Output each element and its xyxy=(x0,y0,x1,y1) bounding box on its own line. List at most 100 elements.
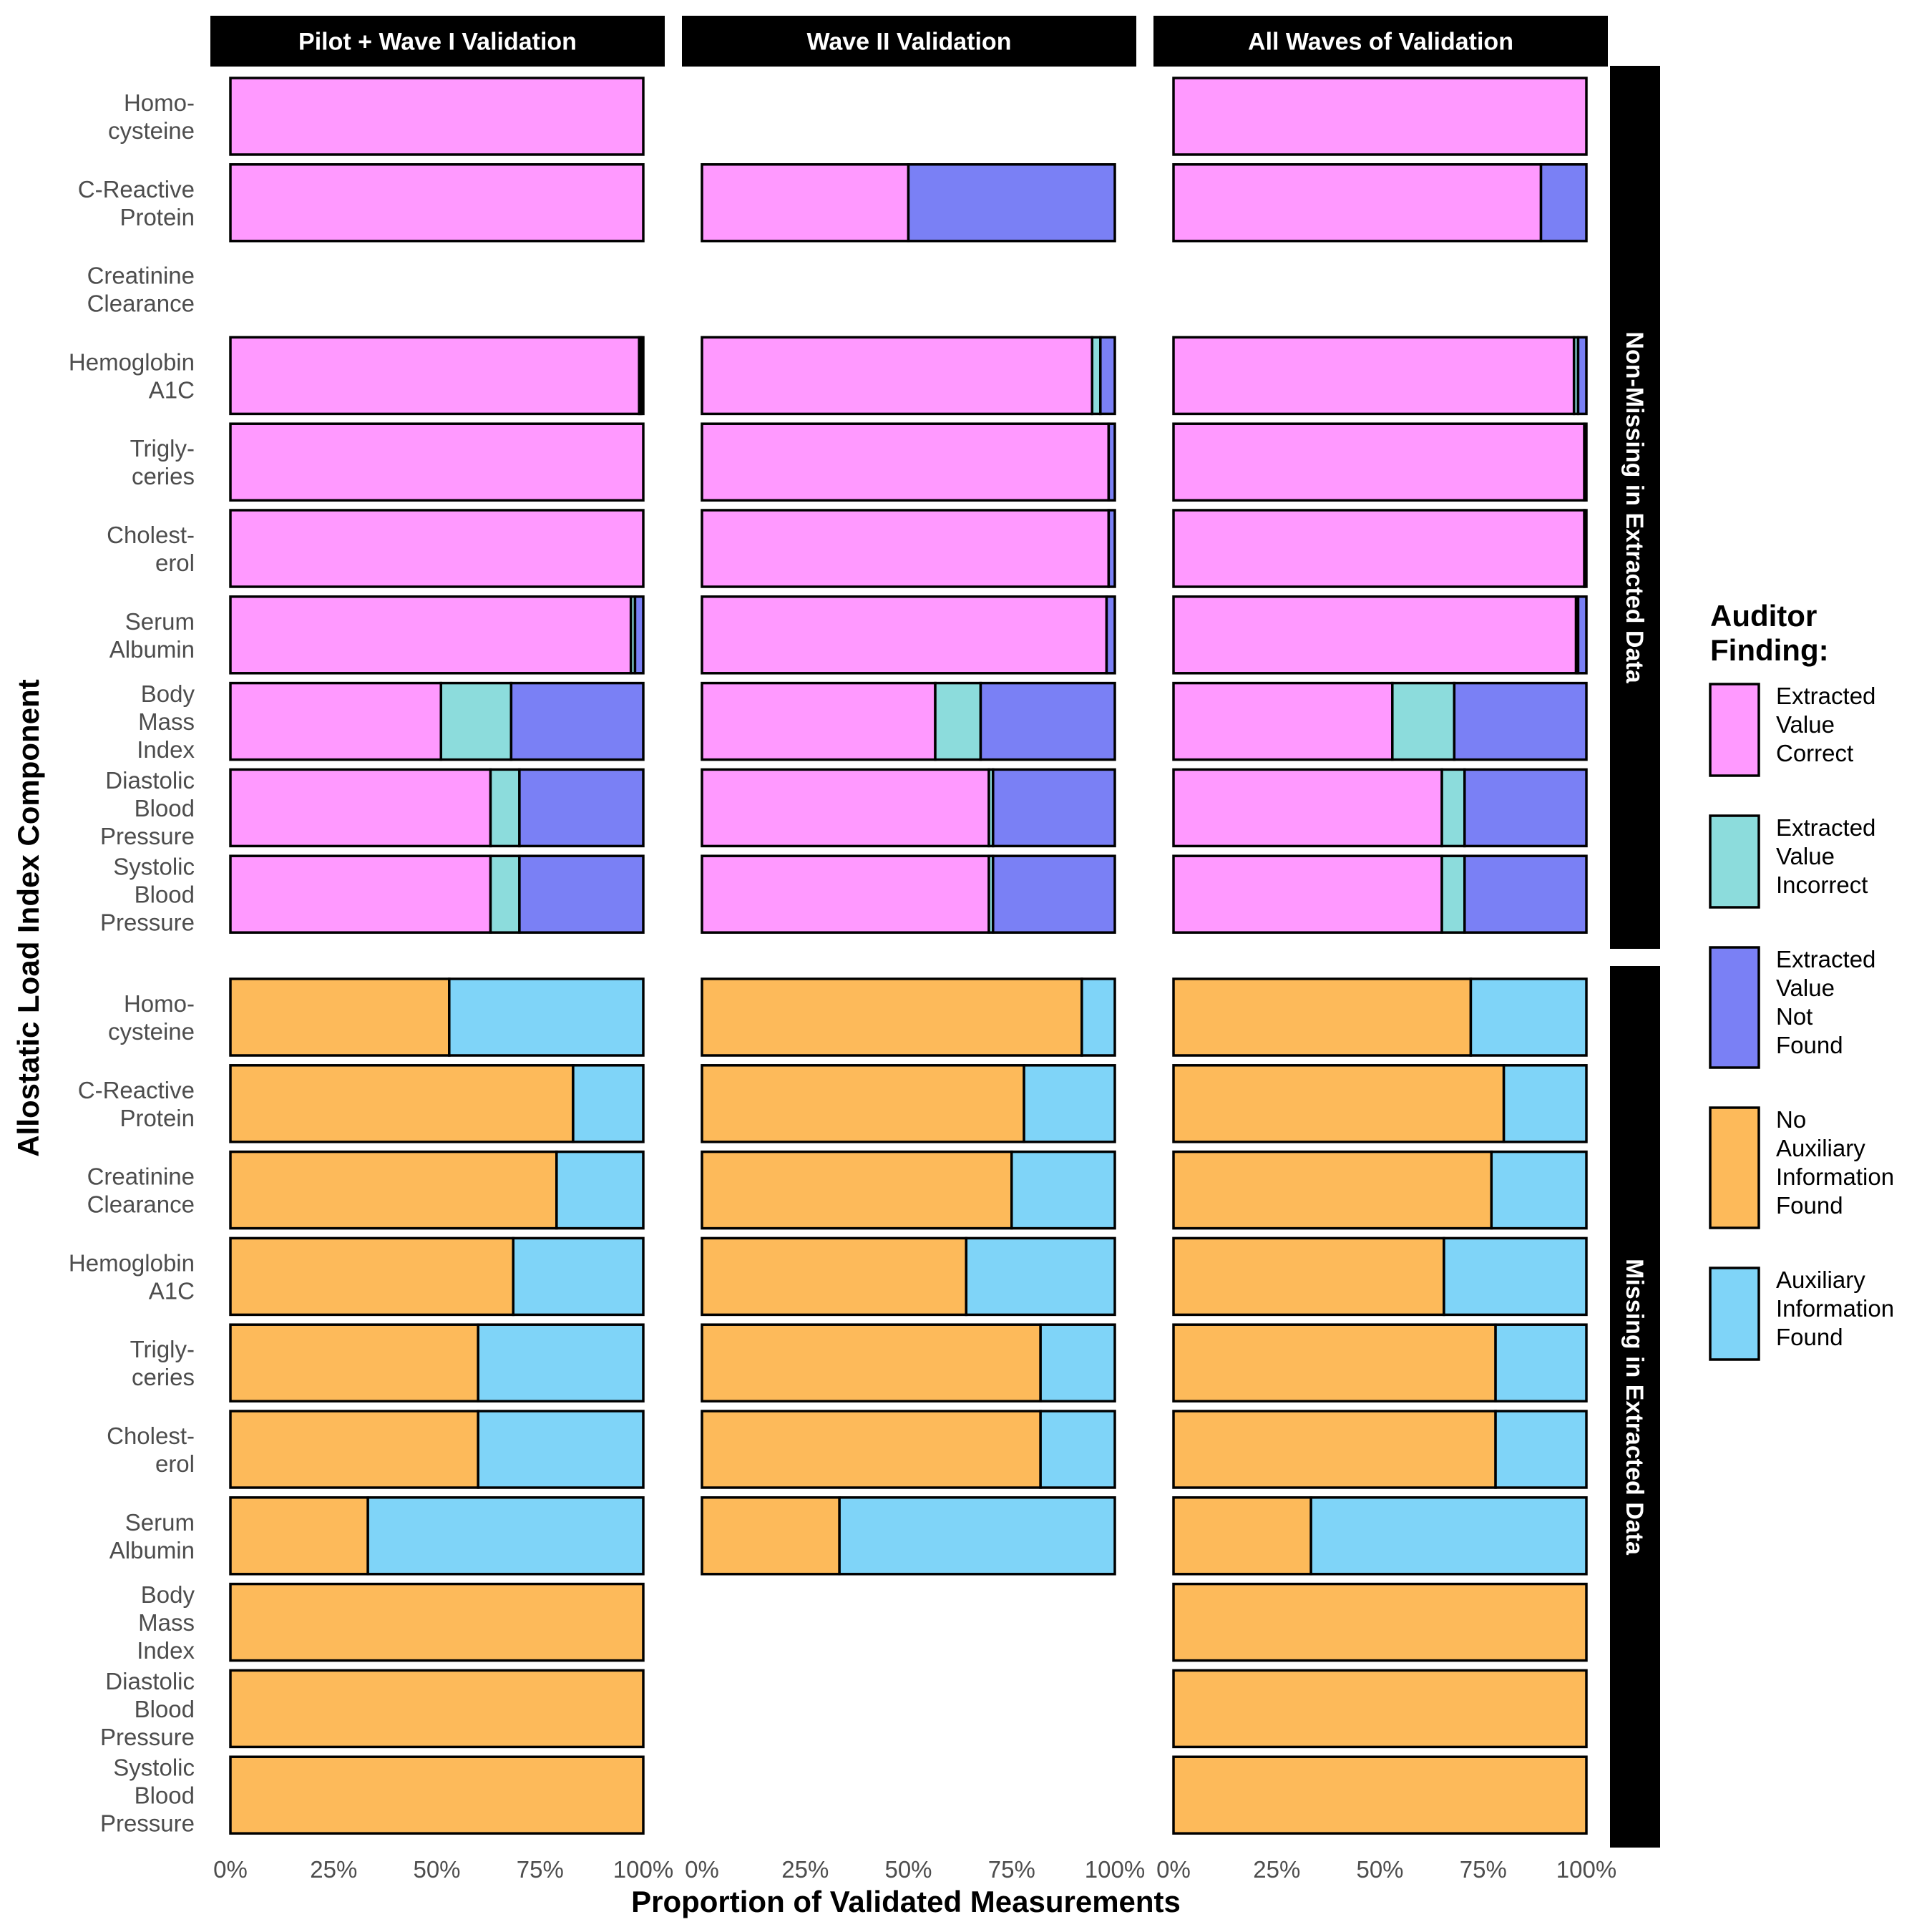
legend-label-naif: No Auxiliary Information Found xyxy=(1776,1106,1894,1219)
bar-segment-aif-creatinine-clearance xyxy=(555,1150,645,1230)
y-tick-label-creatinine-clearance: Creatinine Clearance xyxy=(87,263,195,317)
bar-segment-naif-c-reactive-protein xyxy=(1172,1064,1506,1143)
bar-segment-naif-c-reactive-protein xyxy=(701,1064,1025,1143)
bar-segment-naif-body-mass-index xyxy=(229,1582,645,1662)
bar-segment-evc-diastolic-blood-pressure xyxy=(701,768,990,848)
bar-segment-evnf-body-mass-index xyxy=(1453,681,1588,761)
legend: Auditor Finding: Extracted Value Correct Extr… xyxy=(1709,599,1894,1361)
bar-segment-evc-cholest-erol xyxy=(229,509,645,588)
y-tick-label-systolic-blood-pressure: Systolic Blood Pressure xyxy=(100,854,195,936)
bar-segment-aif-c-reactive-protein xyxy=(1502,1064,1588,1143)
legend-label-evc: Extracted Value Correct xyxy=(1776,683,1875,766)
y-tick-label-body-mass-index: Body Mass Index xyxy=(137,1581,195,1664)
y-tick-label-hemoglobin-a1c: Hemoglobin A1C xyxy=(69,1249,195,1304)
bar-segment-evnf-systolic-blood-pressure xyxy=(518,854,645,934)
row-strip-1 xyxy=(1610,66,1660,949)
row-strip-2 xyxy=(1610,966,1660,1848)
bar-segment-naif-c-reactive-protein xyxy=(229,1064,575,1143)
bar-segment-evc-c-reactive-protein xyxy=(229,163,645,243)
bar-segment-evnf-c-reactive-protein xyxy=(907,163,1116,243)
bar-segment-naif-serum-albumin xyxy=(1172,1496,1312,1576)
bar-segment-evnf-systolic-blood-pressure xyxy=(1463,854,1588,934)
x-tick-label: 0% xyxy=(1156,1856,1191,1883)
row-strip-label-2: Missing in Extracted Data xyxy=(1621,1259,1648,1556)
bar-segment-evc-c-reactive-protein xyxy=(701,163,910,243)
column-strip-label-3: All Waves of Validation xyxy=(1248,29,1513,56)
column-strip-3 xyxy=(1153,16,1608,67)
bar-segment-evnf-c-reactive-protein xyxy=(1539,163,1588,243)
x-tick-label: 50% xyxy=(884,1856,932,1883)
column-strip-label-1: Pilot + Wave I Validation xyxy=(298,29,577,56)
bar-segment-evnf-serum-albumin xyxy=(1105,595,1116,675)
bar-segment-evc-hemoglobin-a1c xyxy=(229,336,640,416)
y-tick-label-c-reactive-protein: C-Reactive Protein xyxy=(78,1077,195,1131)
x-axis-title: Proportion of Validated Measurements xyxy=(631,1885,1181,1918)
bar-segment-evc-cholest-erol xyxy=(701,509,1111,588)
legend-label-evi: Extracted Value Incorrect xyxy=(1776,814,1875,898)
bar-segment-evnf-body-mass-index xyxy=(979,681,1116,761)
bar-segment-naif-serum-albumin xyxy=(701,1496,841,1576)
bar-segment-naif-serum-albumin xyxy=(229,1496,369,1576)
bar-segment-evnf-hemoglobin-a1c xyxy=(640,336,645,416)
bar-segment-naif-diastolic-blood-pressure xyxy=(1172,1669,1588,1749)
y-tick-label-trigly-ceries: Trigly-ceries xyxy=(130,1336,195,1390)
bar-segment-evnf-cholest-erol xyxy=(1107,509,1116,588)
legend-key-aif xyxy=(1709,1267,1760,1361)
y-tick-label-c-reactive-protein: C-Reactive Protein xyxy=(78,176,195,230)
bar-segment-evnf-hemoglobin-a1c xyxy=(1099,336,1116,416)
bar-segment-aif-homo-cysteine xyxy=(448,977,645,1057)
bar-segment-evc-serum-albumin xyxy=(229,595,633,675)
bar-segment-aif-homo-cysteine xyxy=(1469,977,1588,1057)
bar-segment-evc-c-reactive-protein xyxy=(1172,163,1543,243)
panel-r2-c2 xyxy=(701,977,1116,1576)
x-tick-label: 100% xyxy=(613,1856,673,1883)
row-strip-label-1: Non-Missing in Extracted Data xyxy=(1621,331,1648,683)
x-tick-label: 75% xyxy=(517,1856,564,1883)
bar-segment-aif-cholest-erol xyxy=(477,1410,645,1489)
bar-segment-evi-systolic-blood-pressure xyxy=(489,854,521,934)
bar-segment-evc-cholest-erol xyxy=(1172,509,1586,588)
x-tick-label: 50% xyxy=(413,1856,460,1883)
bar-segment-evnf-diastolic-blood-pressure xyxy=(518,768,645,848)
legend-label-aif: Auxiliary Information Found xyxy=(1776,1267,1894,1350)
y-tick-labels: Homo-cysteine C-Reactive Protein Creatinine… xyxy=(69,89,195,1837)
bar-segment-evc-homo-cysteine xyxy=(229,77,645,156)
bar-segment-aif-cholest-erol xyxy=(1039,1410,1116,1489)
x-tick-label: 100% xyxy=(1085,1856,1145,1883)
bar-segment-evnf-serum-albumin xyxy=(1576,595,1588,675)
column-facet-strips: Pilot + Wave I Validation Wave II Validat… xyxy=(210,16,1608,67)
bar-segment-naif-cholest-erol xyxy=(1172,1410,1497,1489)
x-tick-label: 75% xyxy=(1460,1856,1507,1883)
bar-segment-naif-systolic-blood-pressure xyxy=(229,1755,645,1835)
bar-segment-evnf-hemoglobin-a1c xyxy=(1576,336,1588,416)
y-axis-title: Allostatic Load Index Component xyxy=(11,679,45,1156)
x-tick-label: 25% xyxy=(310,1856,357,1883)
bar-segment-evnf-cholest-erol xyxy=(1583,509,1588,588)
legend-key-evc xyxy=(1709,683,1760,777)
bar-segment-aif-creatinine-clearance xyxy=(1490,1150,1588,1230)
y-tick-label-homo-cysteine: Homo-cysteine xyxy=(108,89,195,144)
y-tick-label-serum-albumin: Serum Albumin xyxy=(109,1509,195,1563)
bar-segment-evnf-systolic-blood-pressure xyxy=(992,854,1116,934)
bar-segment-evc-body-mass-index xyxy=(1172,681,1394,761)
column-strip-2 xyxy=(682,16,1136,67)
bar-segment-naif-trigly-ceries xyxy=(701,1323,1042,1402)
legend-title: Auditor Finding: xyxy=(1710,599,1829,667)
y-tick-label-creatinine-clearance: Creatinine Clearance xyxy=(87,1163,195,1218)
bar-segment-evi-diastolic-blood-pressure xyxy=(1440,768,1466,848)
bar-segment-evc-trigly-ceries xyxy=(229,422,645,502)
y-tick-label-diastolic-blood-pressure: Diastolic Blood Pressure xyxy=(100,1668,195,1750)
bar-segment-evnf-diastolic-blood-pressure xyxy=(1463,768,1588,848)
bar-segment-evi-body-mass-index xyxy=(439,681,513,761)
y-tick-label-serum-albumin: Serum Albumin xyxy=(109,608,195,663)
bar-segment-naif-hemoglobin-a1c xyxy=(229,1236,514,1317)
bar-segment-evc-systolic-blood-pressure xyxy=(1172,854,1443,934)
bar-segment-evc-hemoglobin-a1c xyxy=(1172,336,1576,416)
bar-segment-aif-c-reactive-protein xyxy=(572,1064,645,1143)
bar-segment-naif-diastolic-blood-pressure xyxy=(229,1669,645,1749)
bar-segment-evi-body-mass-index xyxy=(934,681,982,761)
bar-segment-evnf-diastolic-blood-pressure xyxy=(992,768,1116,848)
column-strip-label-2: Wave II Validation xyxy=(807,29,1012,56)
bar-segment-evc-systolic-blood-pressure xyxy=(229,854,492,934)
